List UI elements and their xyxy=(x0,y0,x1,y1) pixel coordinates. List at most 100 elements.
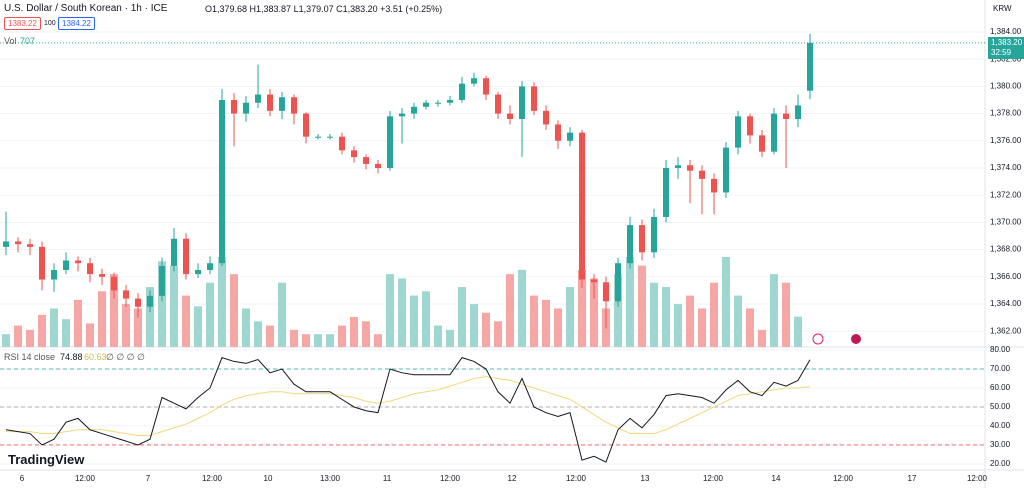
volume-bar xyxy=(206,282,214,347)
countdown: 32:59 xyxy=(991,48,1012,57)
candle-body xyxy=(291,97,297,114)
y-tick-label: 1,372.00 xyxy=(990,190,1022,199)
volume-bar xyxy=(254,321,262,347)
candle-body xyxy=(111,276,117,291)
volume-bar xyxy=(350,317,358,347)
volume-bar xyxy=(554,308,562,347)
candle-body xyxy=(651,216,657,253)
candle-body xyxy=(195,270,201,275)
volume-bar xyxy=(494,321,502,347)
x-tick-label: 12:00 xyxy=(967,474,988,483)
candle-body xyxy=(99,274,105,277)
candle-body xyxy=(339,136,345,151)
candle-body xyxy=(759,135,765,152)
volume-bar xyxy=(86,323,94,347)
candle-body xyxy=(723,147,729,193)
candle-body xyxy=(531,86,537,111)
rsi-tick-label: 40.00 xyxy=(990,421,1011,430)
volume-bar xyxy=(362,321,370,347)
y-tick-label: 1,380.00 xyxy=(990,81,1022,90)
candle-body xyxy=(675,165,681,168)
candle-body xyxy=(687,165,693,171)
volume-bar xyxy=(662,287,670,347)
volume-bar xyxy=(62,319,70,347)
candle-body xyxy=(75,260,81,264)
volume-bar xyxy=(182,295,190,347)
volume-bar xyxy=(98,291,106,347)
volume-bar xyxy=(14,325,22,347)
quantity: 100 xyxy=(44,20,56,27)
volume-bar xyxy=(710,282,718,347)
volume-bar xyxy=(386,274,394,347)
event-icon xyxy=(812,333,824,345)
rsi-tick-label: 30.00 xyxy=(990,440,1011,449)
rsi-label: RSI 14 close xyxy=(4,352,56,362)
candle-body xyxy=(771,113,777,152)
candle-body xyxy=(15,241,21,245)
y-tick-label: 1,364.00 xyxy=(990,299,1022,308)
volume-value: 707 xyxy=(20,36,36,46)
candle-body xyxy=(267,94,273,111)
volume-bar xyxy=(566,287,574,347)
candle-body xyxy=(63,260,69,271)
candle-body xyxy=(327,136,333,138)
candle-body xyxy=(315,136,321,138)
volume-bar xyxy=(746,308,754,347)
rsi-tick-label: 70.00 xyxy=(990,364,1011,373)
candle-body xyxy=(51,270,57,280)
candle-body xyxy=(747,116,753,136)
x-tick-label: 7 xyxy=(146,474,151,483)
candle-body xyxy=(375,163,381,168)
candle-body xyxy=(411,106,417,114)
candle-body xyxy=(459,83,465,100)
x-tick-label: 12:00 xyxy=(75,474,96,483)
x-tick-label: 12 xyxy=(508,474,517,483)
volume-bar xyxy=(650,282,658,347)
volume-bar xyxy=(410,295,418,347)
volume-bar xyxy=(422,291,430,347)
volume-bar xyxy=(338,325,346,347)
candle-body xyxy=(363,157,369,164)
candle-body xyxy=(147,295,153,307)
x-tick-label: 12:00 xyxy=(703,474,724,483)
candle-body xyxy=(219,99,225,264)
x-tick-label: 12:00 xyxy=(833,474,854,483)
rsi-tick-label: 80.00 xyxy=(990,345,1011,354)
volume-bar xyxy=(518,269,526,347)
candle-body xyxy=(279,97,285,111)
candle-body xyxy=(783,113,789,120)
buy-button[interactable]: 1384.22 xyxy=(58,17,95,30)
candle-body xyxy=(735,116,741,148)
candle-body xyxy=(231,99,237,114)
volume-bar xyxy=(2,334,10,347)
volume-bar xyxy=(242,308,250,347)
volume-bar xyxy=(314,334,322,347)
brand: TradingView xyxy=(8,452,85,467)
candle-body xyxy=(435,102,441,104)
candle-body xyxy=(351,150,357,158)
volume-bar xyxy=(446,329,454,347)
volume-bar xyxy=(458,287,466,347)
volume-bar xyxy=(398,278,406,347)
volume-bar xyxy=(302,334,310,347)
candle-body xyxy=(399,113,405,117)
volume-bar xyxy=(626,257,634,347)
rsi-extra: ∅ ∅ ∅ ∅ xyxy=(106,352,145,362)
volume-bar xyxy=(134,308,142,347)
candle-body xyxy=(423,102,429,107)
candle-body xyxy=(243,102,249,114)
volume-bar xyxy=(674,304,682,347)
y-tick-label: 1,376.00 xyxy=(990,136,1022,145)
last-price: 1,383.20 xyxy=(991,38,1023,47)
sell-button[interactable]: 1383.22 xyxy=(4,17,41,30)
candle-body xyxy=(519,86,525,120)
candle-body xyxy=(795,105,801,120)
volume-bar xyxy=(170,265,178,347)
volume-bar xyxy=(530,295,538,347)
volume-bar xyxy=(374,334,382,347)
rsi-value: 74.88 xyxy=(60,352,83,362)
volume-bar xyxy=(122,304,130,347)
x-tick-label: 12:00 xyxy=(566,474,587,483)
